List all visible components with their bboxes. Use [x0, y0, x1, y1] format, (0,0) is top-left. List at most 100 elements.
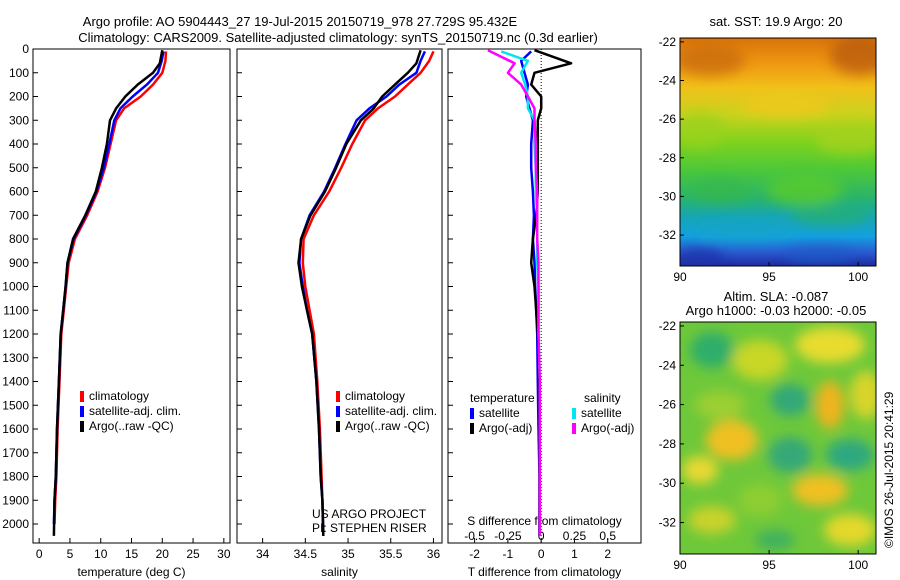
y-tick-label: 1700 — [2, 446, 29, 460]
legend-title-temperature: temperature — [470, 391, 535, 405]
figure-title-line2: Climatology: CARS2009. Satellite-adjuste… — [78, 30, 598, 45]
x2-tick-label: 0.5 — [599, 529, 616, 543]
series-line-argo-raw-qc- — [52, 49, 164, 536]
salinity-panel: 34 34.5 35 35.5 36 salinity climatologysatelli… — [237, 48, 440, 579]
x-tick-label: -2 — [469, 547, 480, 561]
series-line-argo-raw-qc- — [297, 49, 422, 536]
sla-map-frame — [679, 321, 877, 555]
x2-tick-label: 0.25 — [563, 529, 587, 543]
legend-label: satellite-adj. clim. — [89, 404, 181, 418]
x2-axis-label: S difference from climatology — [467, 514, 622, 528]
x2-tick-label: 0 — [538, 529, 545, 543]
x-tick-label: 10 — [94, 547, 108, 561]
sst-heatmap — [680, 38, 876, 266]
legend-label: satellite — [581, 406, 622, 420]
y-tick-label: 700 — [9, 208, 29, 222]
legend-swatch — [80, 421, 84, 432]
y-tick-label: 1800 — [2, 470, 29, 484]
x-tick-label: 0 — [36, 547, 43, 561]
y-tick-label: 300 — [9, 113, 29, 127]
x-tick-label: 34 — [256, 547, 270, 561]
map-x-tick-label: 90 — [673, 558, 687, 572]
salinity-annotation-line1: US ARGO PROJECT — [312, 507, 427, 521]
map-x-tick-label: 90 — [673, 270, 687, 284]
sst-map-frame — [679, 37, 877, 267]
x-tick-label: 2 — [604, 547, 611, 561]
map-y-tick-label: -30 — [659, 189, 677, 203]
sst-map-title: sat. SST: 19.9 Argo: 20 — [710, 14, 843, 29]
sla-map-title: Altim. SLA: -0.087 — [724, 289, 829, 304]
salinity-annotation-line2: PI: STEPHEN RISER — [312, 521, 427, 535]
legend-label: satellite-adj. clim. — [345, 404, 437, 418]
y-tick-label: 400 — [9, 137, 29, 151]
map-y-tick-label: -22 — [659, 319, 677, 333]
legend-label: climatology — [345, 389, 405, 403]
x-tick-label: 30 — [217, 547, 231, 561]
x-tick-label: 35 — [341, 547, 355, 561]
temperature-panel-frame — [32, 48, 231, 544]
y-tick-label: 600 — [9, 185, 29, 199]
x-tick-label: 5 — [67, 547, 74, 561]
x-tick-label: 15 — [125, 547, 139, 561]
legend-swatch — [572, 423, 576, 434]
x-axis-label: T difference from climatology — [468, 565, 622, 579]
map-y-tick-label: -26 — [659, 112, 677, 126]
sla-map-subtitle: Argo h1000: -0.03 h2000: -0.05 — [686, 303, 867, 318]
x2-tick-label: -0.5 — [464, 529, 485, 543]
legend-title-salinity: salinity — [584, 391, 621, 405]
series-line-argo-adj- — [487, 49, 542, 536]
map-y-tick-label: -22 — [659, 35, 677, 49]
map-y-tick-label: -24 — [659, 74, 677, 88]
map-y-tick-label: -32 — [659, 516, 677, 530]
y-tick-label: 0 — [22, 42, 29, 56]
salinity-panel-frame — [236, 48, 443, 544]
series-line-climatology — [301, 50, 435, 536]
y-tick-label: 1900 — [2, 493, 29, 507]
map-x-tick-label: 100 — [848, 558, 868, 572]
y-tick-label: 100 — [9, 66, 29, 80]
map-axes: 90 95 100 -22 -24 -26 -28 -30 -32 90 95 100 -22 -24 -2… — [659, 35, 869, 572]
legend-swatch — [336, 421, 340, 432]
difference-panel-frame — [447, 48, 642, 544]
y-tick-label: 1300 — [2, 351, 29, 365]
y-tick-label: 800 — [9, 232, 29, 246]
legend-label: satellite — [479, 406, 520, 420]
map-y-tick-label: -32 — [659, 228, 677, 242]
map-y-tick-label: -24 — [659, 358, 677, 372]
legend-label: Argo(-adj) — [479, 421, 532, 435]
map-y-tick-label: -28 — [659, 437, 677, 451]
y-tick-label: 1400 — [2, 375, 29, 389]
map-y-tick-label: -26 — [659, 398, 677, 412]
sla-heatmap — [680, 322, 876, 554]
temperature-panel: 0 5 10 15 20 25 30 temperature (deg C) 0 100 200 30… — [2, 42, 231, 579]
x-axis-label: salinity — [321, 565, 358, 579]
x-tick-label: 0 — [538, 547, 545, 561]
y-tick-label: 1200 — [2, 327, 29, 341]
y-tick-label: 1100 — [3, 303, 29, 317]
x-tick-label: 1 — [571, 547, 578, 561]
imos-stamp: ©IMOS 26-Jul-2015 20:41:29 — [882, 391, 896, 548]
difference-panel: -2 -1 0 1 2 T difference from climatology S di… — [448, 48, 634, 579]
x-tick-label: 20 — [156, 547, 170, 561]
map-y-tick-label: -30 — [659, 476, 677, 490]
figure-title-line1: Argo profile: AO 5904443_27 19-Jul-2015 … — [83, 14, 518, 29]
x-tick-label: -1 — [503, 547, 514, 561]
legend-label: Argo(-adj) — [581, 421, 634, 435]
y-tick-label: 1000 — [2, 280, 29, 294]
y-tick-label: 2000 — [2, 517, 29, 531]
map-y-tick-label: -28 — [659, 151, 677, 165]
legend-label: climatology — [89, 389, 149, 403]
y-tick-label: 200 — [9, 90, 29, 104]
legend-swatch — [336, 406, 340, 417]
y-tick-label: 1500 — [2, 398, 29, 412]
x-tick-label: 35.5 — [379, 547, 403, 561]
legend-swatch — [470, 408, 474, 419]
legend-swatch — [572, 408, 576, 419]
legend-label: Argo(..raw -QC) — [89, 419, 174, 433]
y-tick-label: 1600 — [2, 422, 29, 436]
x-tick-label: 25 — [186, 547, 200, 561]
map-x-tick-label: 95 — [762, 270, 776, 284]
x-axis-label: temperature (deg C) — [77, 565, 185, 579]
x-tick-label: 34.5 — [294, 547, 318, 561]
